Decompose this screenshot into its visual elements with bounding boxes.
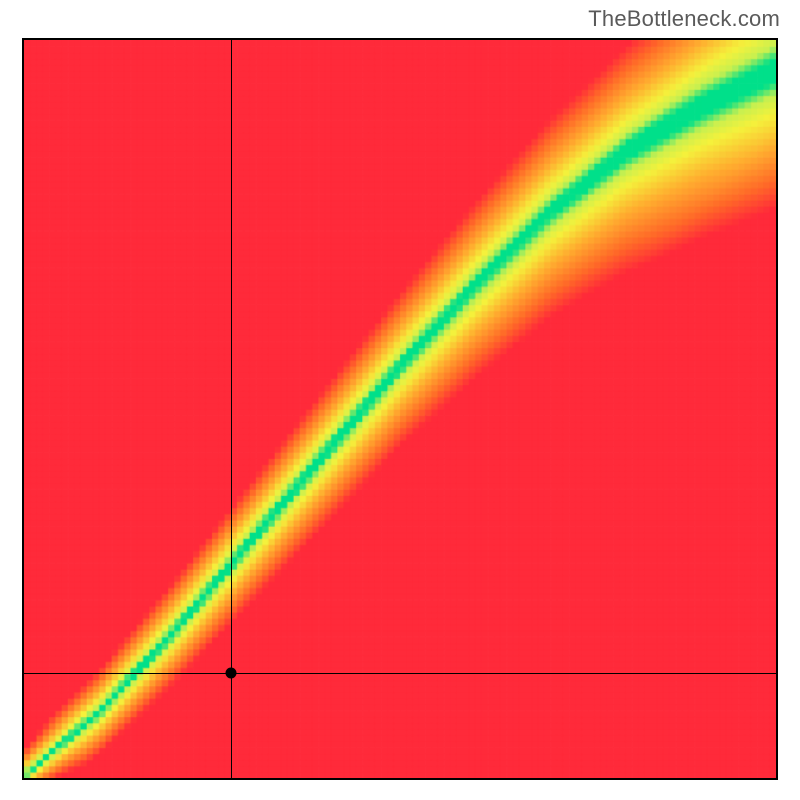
crosshair-horizontal: [24, 673, 776, 674]
configuration-point: [225, 668, 236, 679]
bottleneck-heatmap: [24, 40, 776, 778]
heatmap-container: [22, 38, 778, 780]
attribution-text: TheBottleneck.com: [588, 6, 780, 32]
